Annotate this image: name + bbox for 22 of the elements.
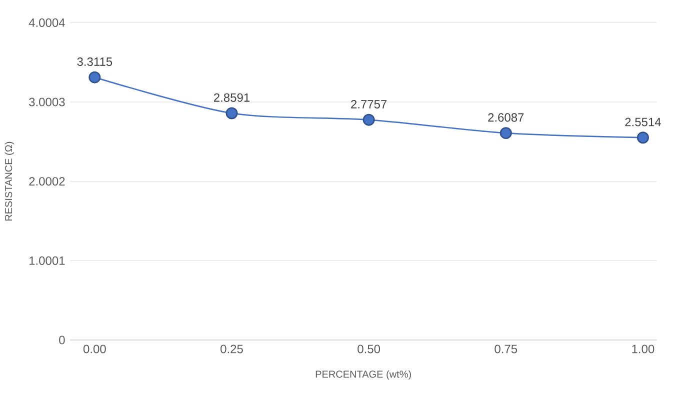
y-tick-label: 2.0002 <box>29 177 65 186</box>
x-tick-label: 0.00 <box>83 344 106 354</box>
point <box>636 132 649 144</box>
point <box>500 127 512 140</box>
data-label: 3.3115 <box>77 57 112 66</box>
data-label: 2.6087 <box>488 113 524 122</box>
y-tick-label: 3.0003 <box>29 98 65 106</box>
x-tick-label: 0.75 <box>494 344 518 354</box>
data-label: 2.8591 <box>214 93 250 102</box>
point <box>362 114 375 126</box>
y-tick-label: 4.0004 <box>28 18 65 27</box>
y-axis-title: RESISTANCE (Ω) <box>4 142 14 221</box>
data-label: 2.5514 <box>625 118 661 126</box>
point <box>226 107 238 120</box>
x-tick-label: 0.25 <box>220 344 243 354</box>
x-axis-title: PERCENTAGE (wt%) <box>316 370 411 380</box>
point <box>88 71 101 84</box>
y-tick-label: 0 <box>59 336 65 344</box>
y-tick-label: 1.0001 <box>30 256 65 265</box>
x-tick-label: 1.00 <box>632 344 654 354</box>
data-label: 2.7757 <box>351 100 387 108</box>
x-tick-label: 0.50 <box>358 344 380 354</box>
